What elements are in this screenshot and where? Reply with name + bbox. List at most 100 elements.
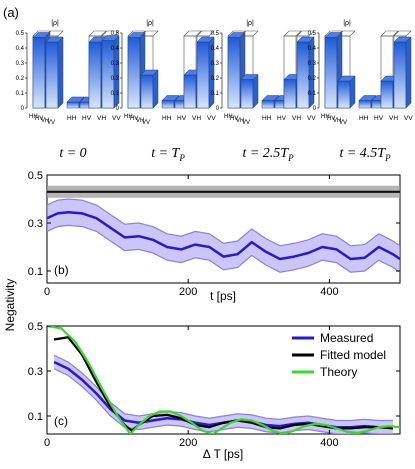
z-tick-label: 0.3 <box>16 61 25 67</box>
ideal-outline-top <box>183 30 202 37</box>
x-tick-label: 0 <box>44 286 50 298</box>
panel-b-bands <box>47 185 400 273</box>
bar-vv-vv-side <box>208 36 215 109</box>
row-label-left: VV <box>242 120 250 126</box>
row-label-left: HH <box>29 114 38 120</box>
x-tick-label: 200 <box>179 437 197 449</box>
panel-b-label: (b) <box>54 263 69 277</box>
row-label-bottom: VV <box>112 115 121 122</box>
y-tick-label: 0.5 <box>28 170 43 182</box>
band-upper-edge <box>47 198 400 247</box>
panel-b-x-axis-label: t [ps] <box>210 289 236 303</box>
z-tick-label: 0.5 <box>211 31 220 37</box>
bar-hv-hv <box>66 101 80 109</box>
row-label-bottom: HV <box>82 115 92 122</box>
z-tick-label: 0.5 <box>308 31 317 37</box>
time-label: t = TP <box>151 146 185 163</box>
z-tick-label: 0.4 <box>308 46 317 52</box>
z-tick-label: 0.2 <box>308 76 317 82</box>
panel-c-axes-frame <box>46 325 401 435</box>
row-label-left: HH <box>321 114 330 120</box>
rho-label: |ρ| <box>246 20 254 27</box>
rho-label: |ρ| <box>146 20 154 27</box>
z-tick-label: 0.1 <box>308 91 317 97</box>
bar-hv-hv <box>358 100 372 109</box>
panel-c-x-axis-label: Δ T [ps] <box>203 447 243 461</box>
bar-vv-vv-side <box>308 36 315 109</box>
z-tick-label: 0.1 <box>111 91 120 97</box>
row-label-left: HV <box>230 116 238 122</box>
bar-coherence-hh-vv-side <box>349 75 356 109</box>
row-label-bottom: VH <box>389 115 398 122</box>
z-tick-label: 0 <box>216 106 220 112</box>
bar-coherence-vv-hh <box>183 74 197 109</box>
row-label-bottom: VH <box>292 115 301 122</box>
ideal-outline-top <box>88 30 107 37</box>
row-label-bottom: VH <box>97 115 106 122</box>
bar-coherence-hh-vv <box>45 41 59 109</box>
panel-a-label: (a) <box>3 5 19 20</box>
row-label-bottom: HH <box>67 115 77 122</box>
z-tick-label: 0.2 <box>111 76 120 82</box>
panel-c-ticks: 0 200 400 0.1 0.3 0.5 <box>28 321 400 449</box>
z-tick-label: 0 <box>313 106 317 112</box>
ideal-outline-top <box>337 30 356 37</box>
bar-coherence-hh-vv <box>337 80 351 109</box>
rho-label: |ρ| <box>51 20 59 27</box>
bar-coherence-vv-hh <box>88 41 102 109</box>
z-tick-label: 0 <box>116 106 120 112</box>
row-label-left: HV <box>130 116 138 122</box>
bar-hv-hv <box>161 100 175 109</box>
bar-coherence-hh-vv-side <box>57 36 64 109</box>
ideal-outline-top <box>240 30 259 37</box>
bar-hh-hh <box>32 37 46 109</box>
rho-label: |ρ| <box>343 20 351 27</box>
ideal-outline-top <box>283 30 302 37</box>
panel-b-ticks: 0 200 400 0.1 0.3 0.5 <box>28 170 400 298</box>
z-tick-label: 0.3 <box>308 61 317 67</box>
bar-coherence-vv-hh <box>380 80 394 109</box>
y-tick-label: 0.5 <box>28 321 43 333</box>
row-label-bottom: VV <box>404 115 413 122</box>
panel-b-lines <box>47 190 400 261</box>
y-tick-label: 0.1 <box>28 411 43 423</box>
row-label-bottom: VH <box>192 115 201 122</box>
y-tick-label: 0.3 <box>28 366 43 378</box>
bar-hh-hh <box>324 37 338 109</box>
time-label: t = 4.5TP <box>339 146 391 163</box>
row-label-left: VH <box>41 118 49 124</box>
time-label: t = 2.5TP <box>242 146 294 163</box>
ideal-outline-top <box>45 30 64 37</box>
panel-b-negativity-vs-time: 0 200 400 0.1 0.3 0.5 (b) t [ps] <box>28 170 401 303</box>
row-label-left: HV <box>35 116 43 122</box>
x-tick-label: 400 <box>320 286 338 298</box>
uncertainty-band <box>47 199 400 273</box>
bar-vv-vv <box>393 41 407 109</box>
row-label-left: VH <box>333 118 341 124</box>
ideal-outline-top <box>296 30 315 37</box>
row-label-left: HH <box>224 114 233 120</box>
legend-entry: Measured <box>320 331 373 345</box>
row-label-bottom: HH <box>359 115 369 122</box>
y-tick-label: 0.1 <box>28 266 43 278</box>
row-label-left: VH <box>136 118 144 124</box>
z-tick-label: 0.5 <box>16 31 25 37</box>
z-tick-label: 0.4 <box>111 46 120 52</box>
y-tick-label: 0.3 <box>28 218 43 230</box>
panel-c-legend: Measured Fitted model Theory <box>292 331 386 379</box>
z-tick-label: 0.4 <box>211 46 220 52</box>
row-label-bottom: VV <box>207 115 216 122</box>
bar-coherence-hh-vv-side <box>152 69 159 109</box>
row-label-left: VV <box>339 120 347 126</box>
row-label-bottom: HV <box>177 115 187 122</box>
row-label-left: HH <box>124 114 133 120</box>
row-label-left: VV <box>47 120 55 126</box>
row-label-bottom: HV <box>277 115 287 122</box>
row-label-bottom: HH <box>262 115 272 122</box>
